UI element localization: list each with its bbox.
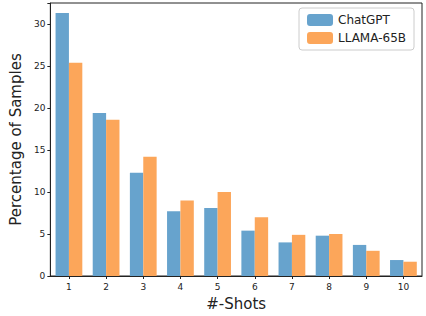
svg-text:30: 30: [34, 19, 46, 29]
svg-text:10: 10: [34, 187, 46, 197]
svg-text:ChatGPT: ChatGPT: [338, 13, 391, 27]
svg-text:LLAMA-65B: LLAMA-65B: [338, 31, 406, 45]
svg-text:25: 25: [34, 61, 45, 71]
svg-text:5: 5: [40, 229, 46, 239]
svg-text:8: 8: [326, 282, 332, 292]
svg-text:10: 10: [398, 282, 410, 292]
svg-text:4: 4: [178, 282, 184, 292]
svg-text:20: 20: [34, 103, 46, 113]
svg-text:6: 6: [252, 282, 258, 292]
svg-text:2: 2: [103, 282, 109, 292]
svg-text:5: 5: [215, 282, 221, 292]
svg-text:1: 1: [66, 282, 72, 292]
svg-text:Percentage of Samples: Percentage of Samples: [7, 53, 25, 226]
svg-text:#-Shots: #-Shots: [206, 295, 266, 313]
svg-text:15: 15: [34, 145, 45, 155]
svg-text:0: 0: [40, 271, 46, 281]
svg-text:7: 7: [289, 282, 295, 292]
svg-text:3: 3: [140, 282, 146, 292]
svg-text:9: 9: [363, 282, 369, 292]
